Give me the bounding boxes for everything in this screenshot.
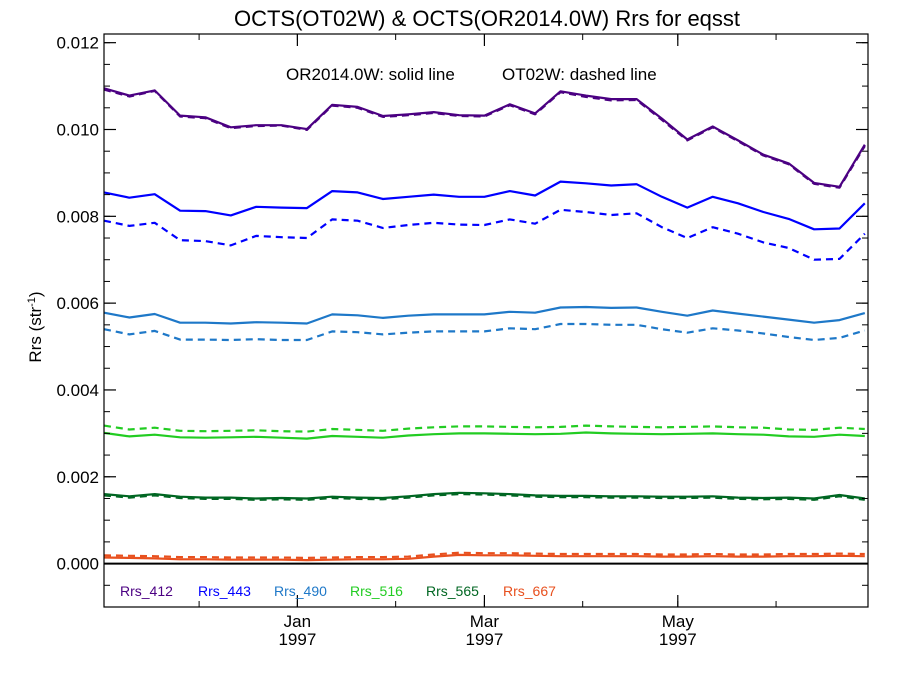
annotation-solid-line: OR2014.0W: solid line (286, 65, 455, 84)
series-line-rrs-443-dashed (103, 208, 866, 261)
series-line-rrs-443-solid (103, 180, 866, 231)
x-tick-label-month: May (662, 612, 695, 631)
series-line-rrs-490-dashed (103, 322, 866, 342)
plot-frame (103, 33, 869, 608)
y-tick-label: 0.008 (56, 207, 99, 226)
y-axis-label: Rrs (str-1) (26, 291, 45, 362)
series-line-rrs-516-solid (103, 431, 865, 440)
series-line-rrs-516-dashed (103, 424, 865, 433)
x-tick-label-year: 1997 (659, 630, 697, 649)
legend-item-rrs-412: Rrs_412 (120, 583, 173, 599)
y-tick-label: 0.012 (56, 34, 99, 53)
x-tick-label-month: Mar (470, 612, 500, 631)
annotation-dashed-line: OT02W: dashed line (502, 65, 657, 84)
x-tick-label-month: Jan (284, 612, 311, 631)
series-line-rrs-412-dashed (103, 88, 866, 189)
x-tick-label-year: 1997 (278, 630, 316, 649)
y-tick-label: 0.000 (56, 555, 99, 574)
y-tick-label: 0.002 (56, 468, 99, 487)
series-line-rrs-490-solid (103, 305, 866, 325)
y-tick-label: 0.004 (56, 381, 99, 400)
legend-item-rrs-516: Rrs_516 (350, 583, 403, 599)
series-line-rrs-412-solid (103, 87, 866, 188)
line-style-annotation: OR2014.0W: solid line OT02W: dashed line (286, 65, 657, 84)
legend-item-rrs-490: Rrs_490 (274, 583, 327, 599)
legend-item-rrs-667: Rrs_667 (503, 583, 556, 599)
series-line-rrs-667-solid (103, 553, 865, 562)
series-line-rrs-667-dashed (103, 551, 865, 560)
legend-item-rrs-443: Rrs_443 (198, 583, 251, 599)
chart-title: OCTS(OT02W) & OCTS(OR2014.0W) Rrs for eq… (234, 6, 740, 31)
y-tick-label: 0.010 (56, 121, 99, 140)
y-tick-label: 0.006 (56, 294, 99, 313)
legend-item-rrs-565: Rrs_565 (426, 583, 479, 599)
series-line-rrs-565-solid (103, 491, 865, 500)
x-tick-label-year: 1997 (466, 630, 504, 649)
